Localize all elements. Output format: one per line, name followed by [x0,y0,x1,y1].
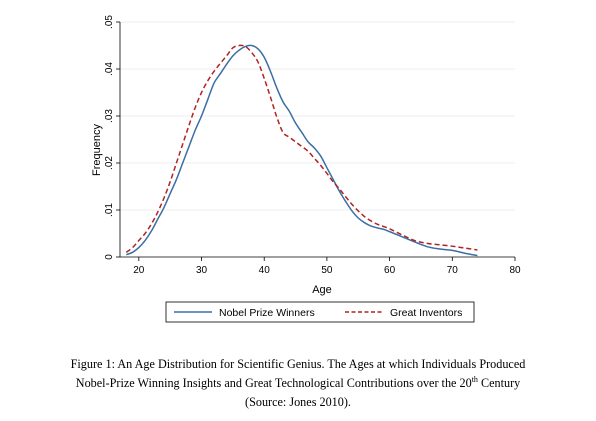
y-tick-label-0: 0 [104,254,115,260]
x-tick-label-6: 80 [509,265,521,276]
x-tick-label-0: 20 [133,265,145,276]
series-lines [125,44,478,257]
figure-caption: Figure 1: An Age Distribution for Scient… [0,355,596,412]
tick-labels: 0 .01 .02 .03 .04 .05 20 30 40 50 60 70 80 [104,15,521,276]
series-line-nobel-prize-winners [126,44,478,257]
x-tick-label-4: 60 [384,265,396,276]
legend: Nobel Prize Winners Great Inventors [165,301,475,323]
y-tick-label-4: .04 [104,62,115,76]
y-tick-label-5: .05 [104,15,115,29]
caption-line-2-text: Nobel-Prize Winning Insights and Great T… [75,376,472,390]
legend-box [165,301,475,323]
caption-line-3: (Source: Jones 2010). [245,395,351,409]
y-tick-label-2: .02 [104,156,115,170]
series-line-great-inventors [125,44,478,253]
grid-lines [120,21,515,211]
caption-superscript: th [471,374,478,384]
x-tick-label-3: 50 [321,265,333,276]
y-tick-label-3: .03 [104,109,115,123]
y-tick-label-1: .01 [104,203,115,217]
x-tick-label-5: 70 [447,265,459,276]
y-axis-label: Frequency [91,124,103,176]
x-tick-label-1: 30 [196,265,208,276]
x-axis-label: Age [312,284,332,296]
caption-line-2-end: Century [477,376,521,390]
legend-label-inventors: Great Inventors [390,307,462,319]
caption-line-2: Nobel-Prize Winning Insights and Great T… [0,374,596,393]
x-tick-label-2: 40 [259,265,271,276]
axes [116,21,516,261]
caption-line-1: Figure 1: An Age Distribution for Scient… [70,357,526,371]
legend-label-nobel: Nobel Prize Winners [219,307,315,319]
